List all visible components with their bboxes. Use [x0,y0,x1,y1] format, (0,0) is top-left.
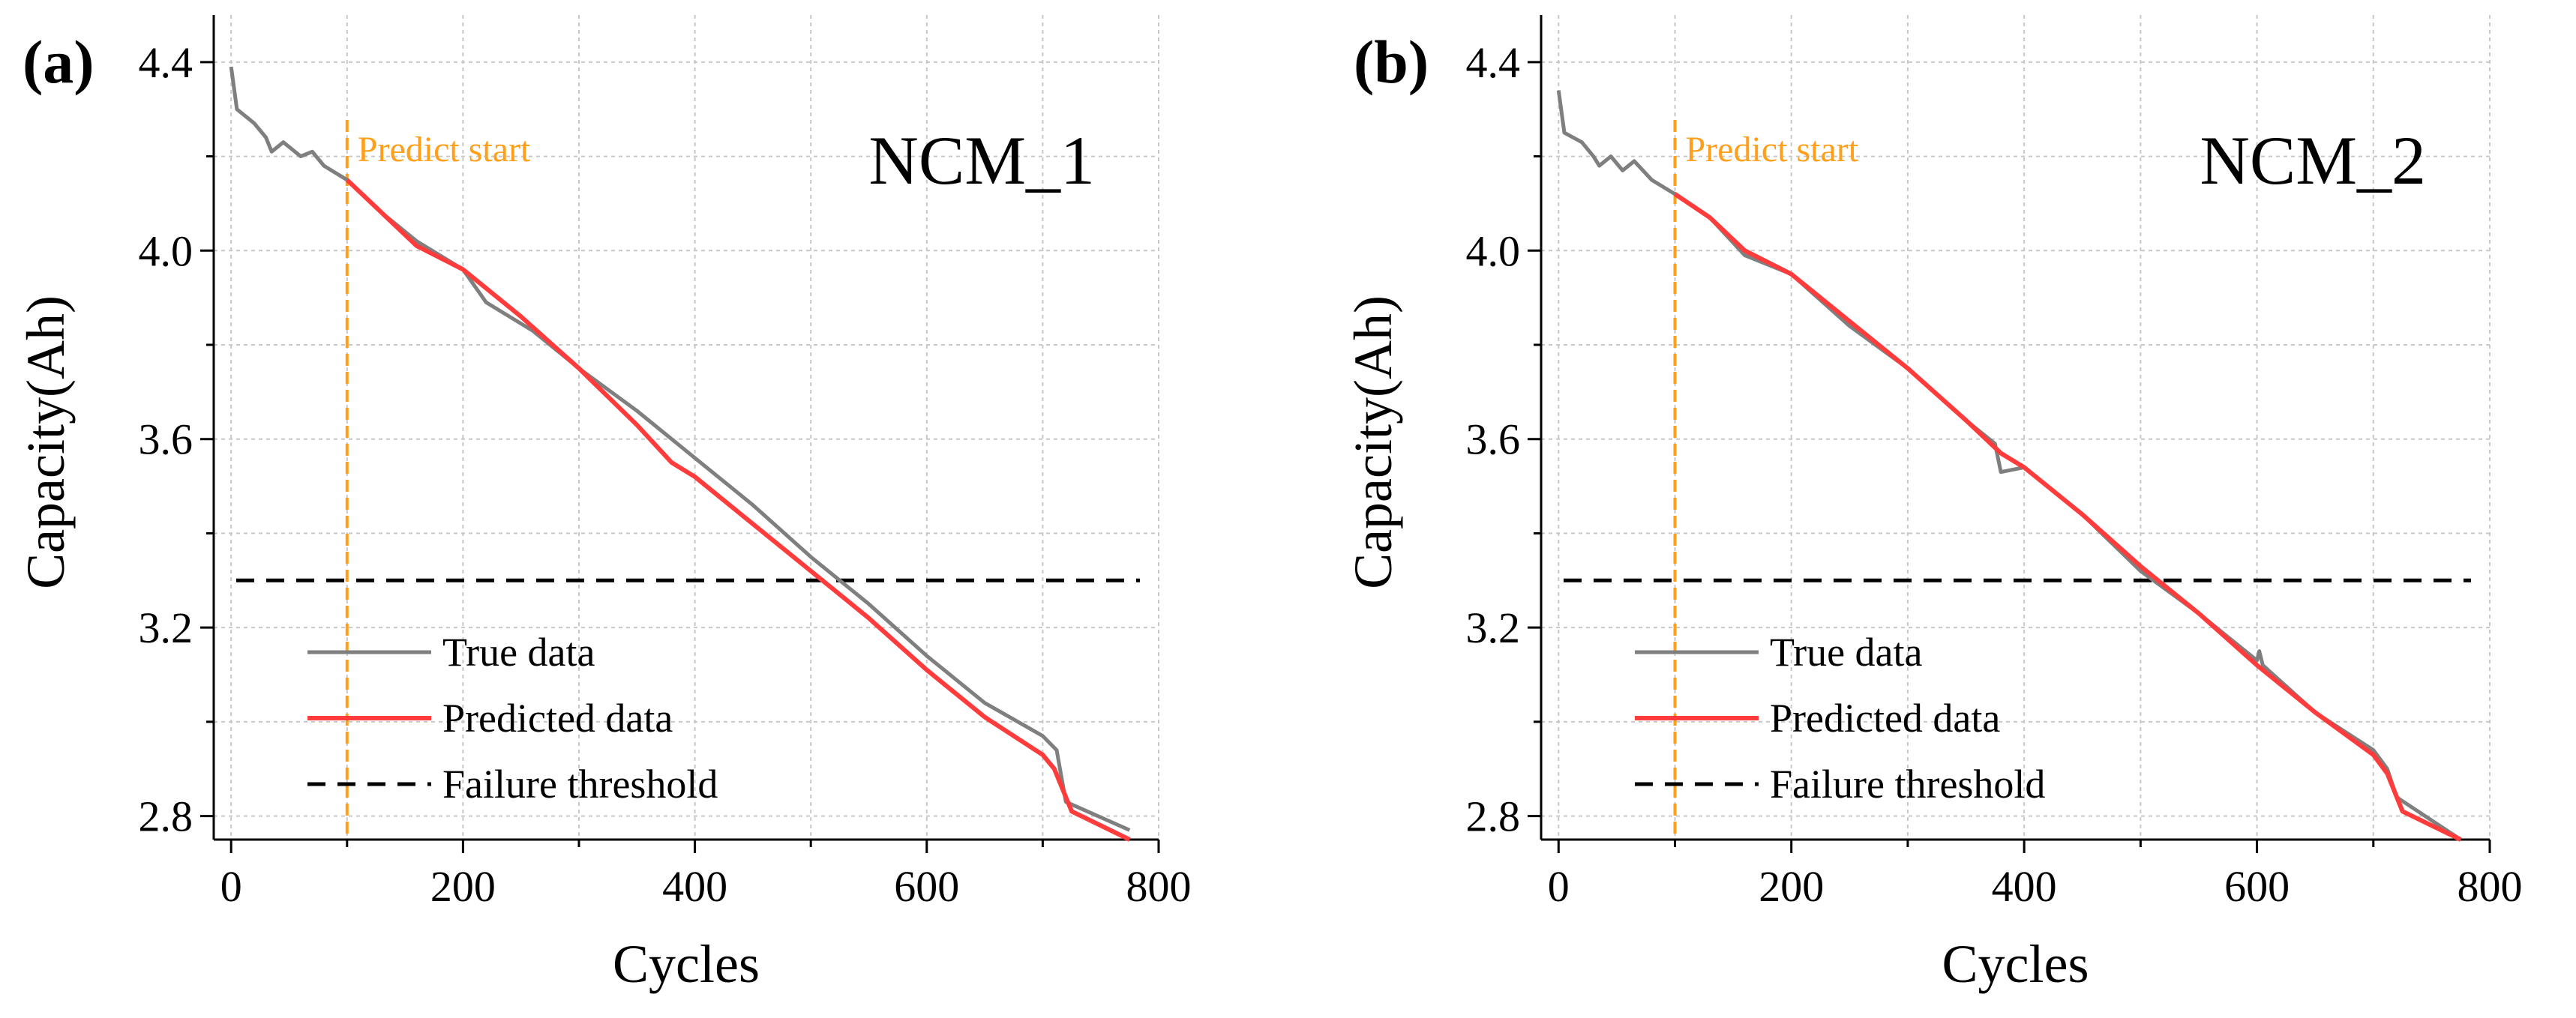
y-tick-label: 2.8 [139,792,193,841]
legend-label-threshold: Failure threshold [1770,762,2045,807]
y-tick-label: 2.8 [1466,792,1521,841]
x-tick-label: 200 [1759,862,1824,911]
true-data-line [1556,90,2462,842]
x-tick-label: 600 [2224,862,2290,911]
predict-start-label: Predict start [1685,130,1858,169]
predicted-data-line [345,178,1131,842]
x-tick-label: 0 [1548,862,1570,911]
predict-start-label: Predict start [358,130,531,169]
chart-panel-b: 0 200 400 600 800 2.8 3.2 3.6 4.0 4.4 Cycles Capaci… [1343,15,2523,994]
x-tick-label: 0 [220,862,242,911]
x-tick-label: 200 [430,862,496,911]
x-axis-title: Cycles [1942,934,2089,994]
x-tick-label: 600 [894,862,959,911]
x-tick-label: 800 [1126,862,1192,911]
y-tick-label: 4.0 [1466,226,1521,275]
panel-label: (a) [22,28,94,96]
legend-label-predicted: Predicted data [442,696,673,741]
y-tick-label: 4.4 [1466,38,1521,87]
cell-name-label: NCM_1 [868,122,1095,199]
grid [1541,15,2491,840]
x-axis-title: Cycles [613,934,760,994]
legend-label-true: True data [1770,630,1923,675]
legend: True data Predicted data Failure threshold [1635,630,2045,807]
legend: True data Predicted data Failure threshold [307,630,718,807]
y-tick-label: 3.6 [139,415,193,464]
panel-label: (b) [1354,28,1429,96]
y-tick-label: 4.4 [139,38,193,87]
grid [214,15,1159,840]
x-tick-label: 400 [662,862,727,911]
x-tick-label: 400 [1992,862,2057,911]
y-tick-label: 3.2 [139,603,193,652]
y-axis-title: Capacity(Ah) [1343,295,1403,589]
cell-name-label: NCM_2 [2200,122,2426,199]
legend-label-threshold: Failure threshold [442,762,718,807]
y-tick-label: 3.6 [1466,415,1521,464]
legend-label-true: True data [442,630,595,675]
true-data-line [229,66,1131,832]
y-tick-label: 4.0 [139,226,193,275]
predicted-data-line [1673,192,2462,842]
y-axis-title: Capacity(Ah) [16,295,76,589]
chart-panel-a: 0 200 400 600 800 2.8 3.2 3.6 4.0 4.4 Cycles Capaci… [16,15,1192,994]
x-tick-label: 800 [2458,862,2523,911]
y-tick-label: 3.2 [1466,603,1521,652]
legend-label-predicted: Predicted data [1770,696,2000,741]
